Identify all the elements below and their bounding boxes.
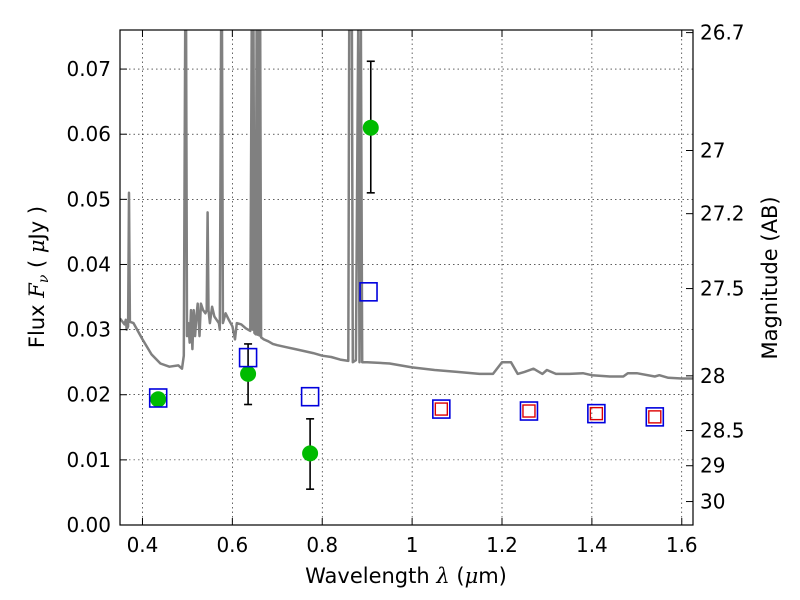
y2-tick-label: 30: [700, 490, 725, 514]
observed-flux-point: [302, 445, 319, 462]
y2-tick-labels: 26.7 27 27.2 27.5 28 28.5 29 30: [700, 21, 745, 514]
photometry-markers: [148, 60, 665, 490]
y2-tick-label: 29: [700, 454, 725, 478]
gridlines: [120, 30, 693, 526]
observed-flux-point: [150, 391, 167, 408]
x-axis-label: Wavelength λ (μm): [305, 564, 507, 588]
model-flux-square: [148, 388, 168, 408]
model-flux-square-small: [434, 402, 449, 416]
model-flux-square: [645, 407, 665, 427]
model-spectrum-layer: [120, 30, 693, 380]
model-spectrum-line: [120, 30, 693, 380]
y-tick-label: 0.07: [66, 57, 111, 81]
model-flux-square: [300, 386, 320, 407]
y2-tick-label: 27: [700, 138, 725, 162]
x-tick-label: 0.4: [127, 533, 159, 557]
x-tick-label: 1.2: [486, 533, 518, 557]
y2-axis-label: Magnitude (AB): [758, 196, 782, 359]
y-axis-label: Flux Fν ( μJy ): [25, 206, 52, 348]
y2-tick-label: 28.5: [700, 419, 745, 443]
model-flux-square-small: [522, 404, 536, 418]
x-tick-label: 1.6: [666, 533, 698, 557]
y-tick-label: 0.05: [66, 187, 111, 211]
model-flux-square-small: [589, 406, 604, 421]
model-flux-square-small: [648, 410, 662, 424]
y2-tick-label: 26.7: [700, 21, 745, 45]
x-tick-labels: 0.4 0.6 0.8 1 1.2 1.4 1.6: [127, 533, 698, 557]
axis-ticks: [120, 30, 693, 526]
y-tick-label: 0.04: [66, 252, 111, 276]
y-tick-label: 0.00: [66, 513, 111, 537]
x-tick-label: 0.8: [306, 533, 338, 557]
y-tick-label: 0.01: [66, 448, 111, 472]
y-tick-label: 0.06: [66, 122, 111, 146]
plot-frame: [119, 29, 694, 526]
model-flux-square: [587, 403, 606, 424]
y-tick-labels: 0.00 0.01 0.02 0.03 0.04 0.05 0.06 0.07: [66, 57, 111, 537]
y-tick-label: 0.03: [66, 318, 111, 342]
model-flux-square: [359, 282, 378, 302]
model-flux-square: [432, 399, 451, 419]
x-tick-label: 1: [406, 533, 419, 557]
y-tick-label: 0.02: [66, 383, 111, 407]
y2-tick-label: 28: [700, 364, 725, 388]
y2-tick-label: 27.2: [700, 202, 745, 226]
observed-flux-point: [240, 365, 257, 382]
observed-flux-point: [362, 119, 379, 136]
model-flux-square: [238, 347, 258, 368]
x-tick-label: 0.6: [216, 533, 248, 557]
y2-tick-label: 27.5: [700, 277, 745, 301]
x-tick-label: 1.4: [576, 533, 608, 557]
model-flux-square: [519, 401, 539, 421]
